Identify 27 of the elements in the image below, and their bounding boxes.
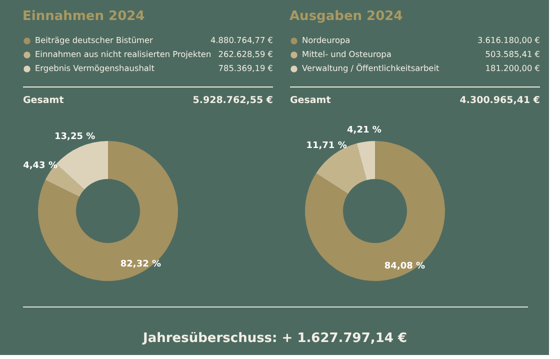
text: 503.585,41 € bbox=[485, 49, 540, 59]
chart-title: Einnahmen 2024 bbox=[22, 9, 145, 24]
legend-label: Ergebnis Vermögenshaushalt bbox=[35, 63, 156, 73]
legend-label: Nordeuropa bbox=[302, 35, 350, 45]
text: 4.300.965,41 € bbox=[460, 95, 540, 106]
data-label: 4,21 % bbox=[347, 126, 382, 136]
text: 262.628,59 € bbox=[218, 49, 273, 59]
text: Gesamt bbox=[23, 95, 64, 106]
text: 181.200,00 € bbox=[485, 63, 540, 73]
text: 5.928.762,55 € bbox=[192, 95, 273, 106]
data-label: 13,25 % bbox=[54, 132, 96, 142]
data-label: 82,32 % bbox=[120, 260, 162, 270]
data-label: 84,08 % bbox=[384, 261, 426, 272]
legend-label: Einnahmen aus nicht realisierten Projekten bbox=[35, 49, 212, 59]
text: 4.880.764,77 € bbox=[210, 35, 273, 45]
text: 785.369,19 € bbox=[218, 63, 273, 73]
chart-title: Ausgaben 2024 bbox=[290, 9, 403, 24]
text: 3.616.180,00 € bbox=[477, 35, 540, 45]
legend-label: Beiträge deutscher Bistümer bbox=[35, 35, 154, 45]
donut-slice bbox=[356, 141, 375, 180]
text: Jahresüberschuss: + 1.627.797,14 € bbox=[142, 331, 407, 346]
text: Gesamt bbox=[290, 95, 332, 106]
donut-slice bbox=[305, 141, 445, 281]
donut-slice bbox=[56, 141, 108, 190]
legend-label: Verwaltung / Öffentlichkeitsarbeit bbox=[302, 63, 440, 73]
legend-label: Mittel- und Osteuropa bbox=[302, 49, 392, 59]
data-label: 11,71 % bbox=[306, 140, 347, 151]
